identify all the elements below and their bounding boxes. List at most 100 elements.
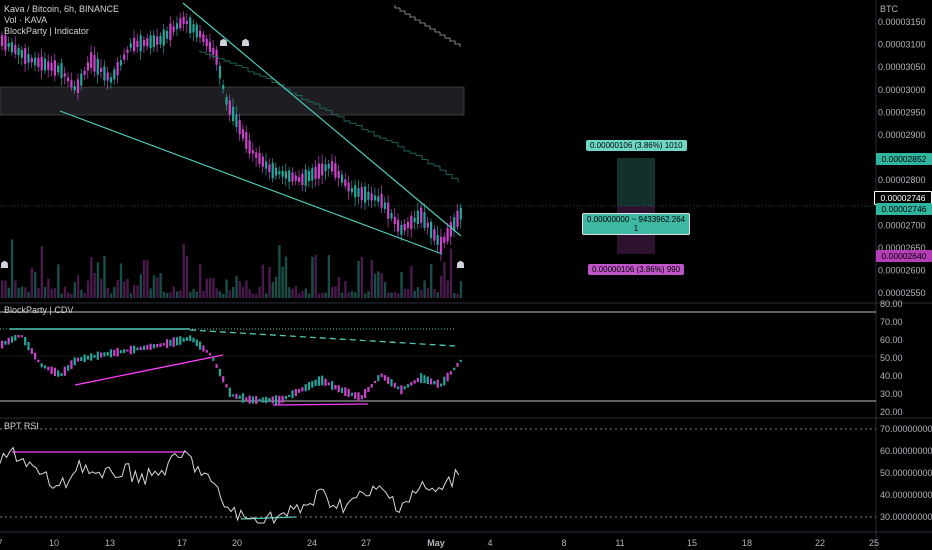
cdv-candle bbox=[129, 345, 132, 355]
volume-bar bbox=[93, 273, 96, 298]
volume-bar bbox=[426, 288, 430, 298]
entry-label[interactable]: 0.00000000 ~ 9433962.264 1 bbox=[582, 213, 690, 235]
candle-body bbox=[27, 53, 30, 63]
cdv-candle bbox=[390, 379, 393, 387]
volume-bar bbox=[373, 273, 377, 298]
volume-bar bbox=[100, 278, 103, 298]
cdv-candle bbox=[430, 378, 433, 385]
cdv-candle bbox=[169, 339, 172, 346]
cdv-candle bbox=[185, 337, 188, 341]
cdv-tick-label: 40.00 bbox=[880, 371, 903, 381]
symbol-title[interactable]: Kava / Bitcoin, 6h, BINANCE bbox=[4, 4, 120, 14]
candle-body bbox=[116, 61, 119, 76]
cdv-candle bbox=[367, 387, 370, 393]
price-tick-label: 0.00002950 bbox=[878, 107, 926, 117]
cdv-candle bbox=[100, 352, 103, 358]
cdv-candle bbox=[80, 356, 83, 362]
cdv-candle bbox=[199, 341, 202, 350]
cdv-candle bbox=[215, 364, 218, 368]
cdv-candle bbox=[208, 352, 212, 356]
volume-bar bbox=[152, 275, 156, 298]
volume-bar bbox=[172, 286, 175, 298]
lower-trendline[interactable] bbox=[59, 110, 443, 255]
candle-body bbox=[20, 50, 23, 58]
cdv-candle bbox=[116, 347, 119, 357]
candle-body bbox=[123, 54, 126, 60]
candle-body bbox=[317, 163, 320, 179]
volume-bar bbox=[370, 259, 373, 298]
candle-body bbox=[215, 49, 218, 65]
volume-bar bbox=[430, 264, 433, 298]
candle-body bbox=[245, 132, 248, 149]
cdv-candle bbox=[261, 397, 264, 403]
candle-body bbox=[47, 61, 50, 70]
volume-bar bbox=[86, 280, 90, 298]
volume-bar bbox=[449, 248, 453, 298]
volume-bar bbox=[344, 281, 347, 298]
time-tick-label: 7 bbox=[0, 538, 3, 548]
candle-body bbox=[218, 65, 221, 79]
price-tag-target: 0.00002852 bbox=[876, 153, 932, 165]
candle-body bbox=[100, 67, 103, 73]
time-tick-label: 27 bbox=[361, 538, 371, 548]
long-position-tool[interactable] bbox=[617, 158, 655, 254]
cdv-candle bbox=[1, 340, 4, 349]
time-tick-label: 8 bbox=[561, 538, 566, 548]
volume-bar bbox=[80, 289, 83, 298]
volume-bar bbox=[238, 280, 241, 298]
indicator-legend[interactable]: BlockParty | Indicator bbox=[4, 26, 89, 36]
cdv-panel[interactable] bbox=[0, 311, 876, 406]
candle-body bbox=[393, 217, 396, 225]
cdv-candle bbox=[182, 337, 185, 342]
candle-body bbox=[426, 222, 429, 228]
time-axis[interactable]: 7 10 13 17 20 24 27 May 4 8 11 15 18 22 25 bbox=[0, 538, 879, 548]
cdv-candle bbox=[416, 377, 419, 383]
volume-bar bbox=[327, 255, 331, 298]
volume-bar bbox=[43, 287, 47, 298]
time-tick-label: 24 bbox=[307, 538, 317, 548]
cdv-title[interactable]: BlockParty | CDV bbox=[4, 305, 74, 315]
candle-body bbox=[37, 57, 40, 68]
volume-bar bbox=[307, 293, 311, 298]
candle-body bbox=[241, 129, 245, 139]
candle-body bbox=[232, 106, 235, 122]
volume-bar bbox=[265, 293, 268, 298]
candle-body bbox=[70, 80, 73, 88]
candle-body bbox=[156, 36, 159, 45]
volume-bar bbox=[166, 292, 169, 298]
target-label[interactable]: 0.00000106 (3.86%) 1010 bbox=[586, 140, 687, 151]
volume-legend[interactable]: Vol · KAVA bbox=[4, 15, 48, 25]
volume-bar bbox=[258, 286, 261, 298]
cdv-candle bbox=[10, 336, 14, 343]
volume-bar bbox=[311, 256, 314, 298]
volume-bar bbox=[189, 291, 192, 298]
rsi-title[interactable]: BPT RSI bbox=[4, 421, 39, 431]
candle-body bbox=[119, 60, 122, 66]
candle-body bbox=[10, 42, 14, 53]
candle-body bbox=[235, 114, 238, 127]
volume-bar bbox=[317, 293, 321, 298]
volume-bar bbox=[195, 291, 199, 298]
cdv-candle bbox=[370, 384, 373, 388]
stop-label[interactable]: 0.00000106 (3.86%) 990 bbox=[588, 264, 685, 275]
volume-bar bbox=[281, 266, 284, 298]
volume-bar bbox=[123, 281, 126, 298]
cdv-axis[interactable]: 80.00 70.00 60.00 50.00 40.00 30.00 20.00 bbox=[880, 299, 903, 417]
candle-body bbox=[347, 182, 350, 192]
volume-bar bbox=[453, 293, 456, 298]
candle-body bbox=[205, 38, 208, 47]
candle-body bbox=[1, 35, 4, 47]
rsi-axis[interactable]: 70.00000000 60.00000000 50.00000000 40.0000… bbox=[880, 424, 932, 522]
entry-label-line1: 0.00000000 ~ 9433962.264 bbox=[587, 215, 686, 224]
candle-body bbox=[4, 35, 7, 51]
upper-trendline[interactable] bbox=[182, 2, 462, 237]
volume-bar bbox=[321, 293, 324, 298]
rsi-line[interactable] bbox=[0, 446, 460, 525]
candle-body bbox=[390, 212, 393, 219]
candle-body bbox=[169, 23, 172, 41]
candle-body bbox=[17, 48, 20, 56]
volume-bar bbox=[67, 292, 70, 298]
rsi-panel[interactable] bbox=[0, 428, 876, 525]
entry-label-line2: 1 bbox=[633, 224, 639, 233]
